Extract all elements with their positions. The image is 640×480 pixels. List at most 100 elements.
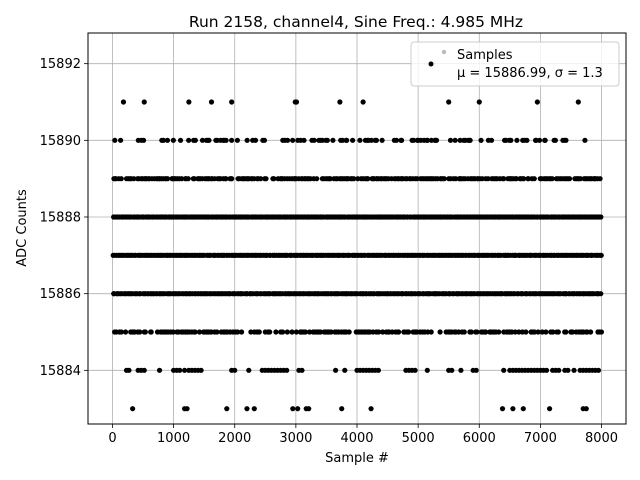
data-point xyxy=(280,329,286,335)
data-point xyxy=(122,329,129,335)
data-point xyxy=(399,137,405,143)
data-point xyxy=(583,406,589,412)
data-point xyxy=(485,176,491,182)
x-tick-label: 0 xyxy=(108,431,116,446)
data-point xyxy=(170,137,176,143)
data-point xyxy=(565,367,571,373)
data-point xyxy=(461,329,467,335)
data-point xyxy=(206,137,212,143)
data-point xyxy=(344,137,350,143)
data-point xyxy=(324,137,330,143)
data-point xyxy=(198,367,204,373)
data-point xyxy=(186,99,192,105)
data-point xyxy=(263,176,269,182)
data-point xyxy=(223,176,229,182)
data-point xyxy=(393,137,400,143)
data-point xyxy=(327,176,333,182)
data-point xyxy=(521,176,527,182)
data-point xyxy=(428,329,434,335)
legend-marker-faint xyxy=(441,49,447,55)
data-point xyxy=(192,137,198,143)
data-point xyxy=(375,367,381,373)
data-point xyxy=(468,329,474,335)
data-point xyxy=(543,367,550,373)
data-point xyxy=(531,176,537,182)
data-point xyxy=(290,137,296,143)
data-point xyxy=(525,176,531,182)
data-point xyxy=(546,406,553,412)
data-point xyxy=(539,329,545,335)
data-point xyxy=(196,329,203,335)
data-point xyxy=(184,406,190,412)
data-point xyxy=(117,137,124,143)
y-tick-label: 15884 xyxy=(40,364,81,379)
legend-stats: μ = 15886.99, σ = 1.3 xyxy=(457,66,603,81)
data-point xyxy=(368,406,374,412)
data-point xyxy=(563,329,569,335)
data-point xyxy=(342,367,348,373)
data-point xyxy=(179,176,185,182)
data-point xyxy=(598,252,604,258)
x-axis-title: Sample # xyxy=(325,451,389,466)
data-point xyxy=(223,137,229,143)
data-point xyxy=(271,176,277,182)
x-tick-label: 5000 xyxy=(402,431,435,446)
data-point xyxy=(234,137,240,143)
data-point xyxy=(185,176,191,182)
data-point xyxy=(473,367,479,373)
data-point xyxy=(330,137,336,143)
data-point xyxy=(244,137,250,143)
data-point xyxy=(199,137,206,143)
data-point xyxy=(229,137,235,143)
data-point xyxy=(284,367,290,373)
data-point xyxy=(293,329,299,335)
data-point xyxy=(248,329,254,335)
y-axis-title: ADC Counts xyxy=(15,189,30,267)
data-point xyxy=(311,137,317,143)
data-point xyxy=(535,329,541,335)
data-point xyxy=(165,176,171,182)
data-point xyxy=(224,406,230,412)
data-point xyxy=(160,137,167,143)
data-point xyxy=(575,99,581,105)
data-point xyxy=(365,176,371,182)
data-point xyxy=(587,329,594,335)
data-point xyxy=(232,367,238,373)
data-point xyxy=(317,329,324,335)
data-point xyxy=(333,367,339,373)
x-tick-label: 3000 xyxy=(279,431,312,446)
data-point xyxy=(299,367,305,373)
data-point xyxy=(531,329,538,335)
data-point xyxy=(251,406,257,412)
data-point xyxy=(302,329,309,335)
data-point xyxy=(148,329,154,335)
data-point xyxy=(474,329,480,335)
data-point xyxy=(396,329,402,335)
data-point xyxy=(141,99,147,105)
data-point xyxy=(284,329,290,335)
data-point xyxy=(523,329,529,335)
data-point xyxy=(252,137,259,143)
data-point xyxy=(476,99,482,105)
data-point xyxy=(261,137,268,143)
x-tick-label: 1000 xyxy=(157,431,190,446)
legend: Samples μ = 15886.99, σ = 1.3 xyxy=(410,41,620,87)
legend-marker xyxy=(428,61,434,67)
data-point xyxy=(556,367,562,373)
data-point xyxy=(457,137,463,143)
data-point xyxy=(406,329,412,335)
data-point xyxy=(467,137,473,143)
data-point xyxy=(295,406,301,412)
data-point xyxy=(569,329,576,335)
data-point xyxy=(164,137,171,143)
data-point xyxy=(328,329,334,335)
data-point xyxy=(229,99,235,105)
data-point xyxy=(433,137,440,143)
y-tick-label: 15890 xyxy=(40,134,81,149)
data-point xyxy=(412,367,418,373)
data-point xyxy=(177,367,183,373)
data-point xyxy=(126,367,132,373)
data-point xyxy=(177,137,184,143)
x-tick-label: 8000 xyxy=(585,431,618,446)
